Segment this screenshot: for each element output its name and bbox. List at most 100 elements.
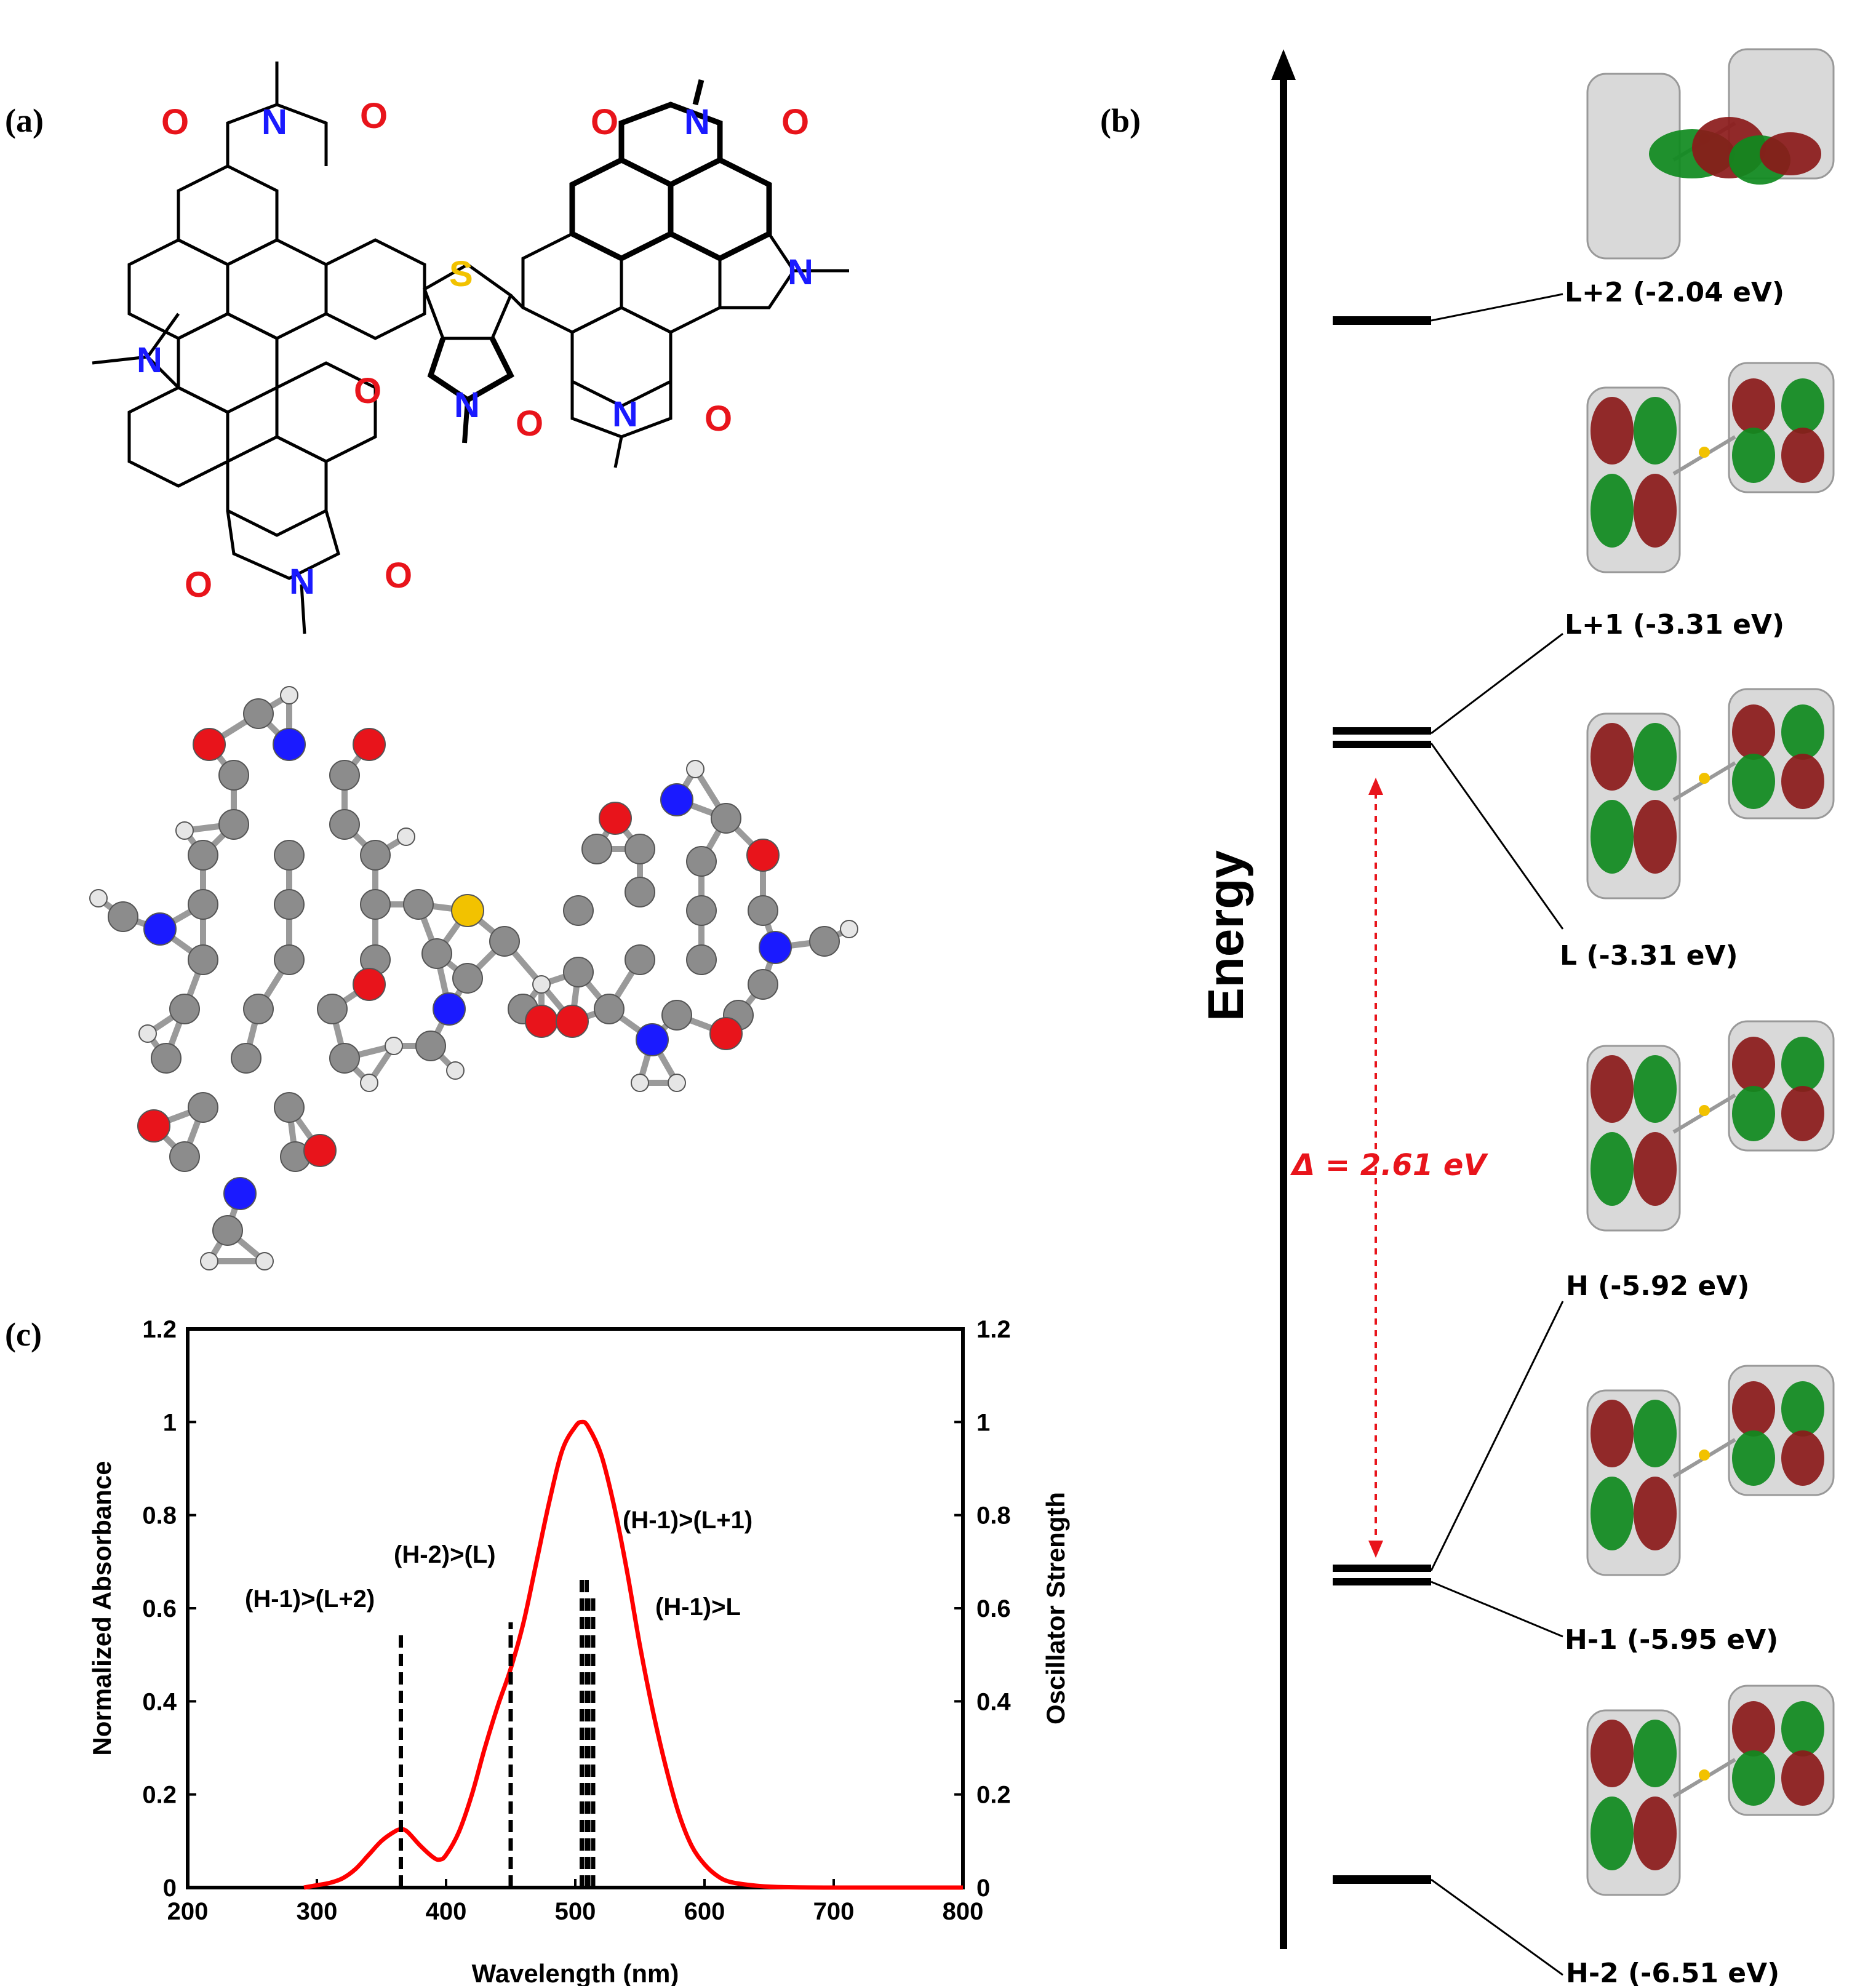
model-atom — [421, 938, 452, 969]
y-tick-label: 1 — [163, 1409, 177, 1436]
model-atom — [137, 1109, 170, 1143]
model-atom — [636, 1023, 669, 1056]
absorbance-curve — [303, 1419, 964, 1890]
level-bar-H-2 — [1333, 1875, 1431, 1884]
model-atom — [451, 894, 484, 927]
atom-nitrogen: N — [137, 340, 162, 380]
atom-oxygen: O — [704, 399, 732, 439]
model-atom — [255, 1252, 274, 1270]
model-atom — [525, 1005, 558, 1038]
transition-label-h2-l: (H-2)>(L) — [394, 1541, 496, 1568]
y-tick-label: 0.8 — [142, 1502, 177, 1529]
model-atom — [532, 975, 551, 994]
panel-label-c: (c) — [5, 1316, 42, 1353]
model-atom — [151, 1043, 182, 1074]
x-tick-label: 700 — [813, 1898, 855, 1925]
gap-arrowhead-top — [1368, 778, 1383, 795]
y-tick-label: 0 — [163, 1875, 177, 1902]
model-atom — [188, 1092, 218, 1123]
model-atom — [243, 994, 274, 1024]
model-atom — [329, 1043, 360, 1074]
model-atom — [274, 889, 305, 920]
gap-label: Δ = 2.61 eV — [1290, 1148, 1488, 1182]
model-atom — [397, 828, 415, 846]
atom-oxygen: O — [360, 96, 388, 136]
model-atom — [433, 992, 466, 1026]
model-atom — [223, 1177, 257, 1210]
model-atom — [274, 944, 305, 975]
y-tick-label: 1.2 — [142, 1316, 177, 1343]
model-atom — [108, 901, 138, 932]
model-atom — [218, 760, 249, 791]
y-tick-label: 0.6 — [142, 1595, 177, 1622]
model-atom — [273, 728, 306, 761]
model-atom — [759, 931, 792, 964]
model-atom — [403, 889, 434, 920]
orbital-image — [1586, 1685, 1835, 1896]
level-bar-H — [1333, 1565, 1431, 1572]
energy-axis-title: Energy — [1198, 850, 1254, 1021]
model-atom — [709, 1017, 743, 1050]
level-bar-L+1 — [1333, 727, 1431, 735]
y2-tick-label: 0 — [976, 1875, 990, 1902]
level-label-L+2: L+2 (-2.04 eV) — [1565, 277, 1784, 308]
model-atom — [711, 803, 741, 834]
orbital-image — [1586, 1020, 1835, 1232]
model-atom — [169, 1141, 200, 1172]
y2-tick-label: 0.8 — [976, 1502, 1011, 1529]
model-atom — [746, 839, 780, 872]
level-bar-H-1 — [1333, 1578, 1431, 1585]
atom-oxygen: O — [516, 404, 543, 444]
model-atom — [625, 834, 655, 864]
y-tick-label: 0.2 — [142, 1782, 177, 1809]
model-atom — [556, 1005, 589, 1038]
model-atom — [200, 1252, 218, 1270]
level-bar-L — [1333, 741, 1431, 748]
x-tick-label: 600 — [684, 1898, 725, 1925]
y2-tick-label: 0.2 — [976, 1782, 1011, 1809]
model-atom — [360, 1074, 378, 1092]
y-tick-label: 0.4 — [142, 1688, 177, 1715]
transition-lines — [399, 1576, 596, 1888]
atom-nitrogen: N — [454, 385, 480, 425]
x-tick-label: 500 — [555, 1898, 596, 1925]
model-atom — [353, 728, 386, 761]
model-atom — [581, 834, 612, 864]
model-atom — [317, 994, 348, 1024]
y2-tick-label: 0.6 — [976, 1595, 1011, 1622]
model-atom — [809, 926, 840, 957]
level-label-L+1: L+1 (-3.31 eV) — [1565, 609, 1784, 640]
atom-oxygen: O — [781, 102, 809, 142]
model-atom — [193, 728, 226, 761]
absorption-chart: 200 300 400 500 600 700 80000.20.40.60.811.200… — [87, 1316, 1070, 1986]
level-label-L: L (-3.31 eV) — [1560, 940, 1738, 971]
atom-oxygen: O — [385, 556, 412, 596]
model-atom — [218, 809, 249, 840]
structure-atom-labels: O N O N S O N O N O N O N O O N O — [137, 96, 813, 605]
orbital-image — [1586, 48, 1835, 260]
model-atom — [625, 944, 655, 975]
model-atom — [748, 895, 778, 926]
model-atom — [212, 1215, 243, 1246]
model-atom — [243, 698, 274, 729]
atom-nitrogen: N — [261, 102, 287, 142]
model-atom — [89, 889, 108, 907]
model-atom — [748, 969, 778, 1000]
model-atom — [274, 1092, 305, 1123]
model-atom — [385, 1037, 403, 1055]
level-label-H-1: H-1 (-5.95 eV) — [1565, 1624, 1778, 1656]
x-tick-label: 400 — [426, 1898, 467, 1925]
model-atom — [329, 760, 360, 791]
atom-oxygen: O — [185, 565, 212, 605]
model-atom — [686, 846, 717, 877]
atom-nitrogen: N — [612, 394, 638, 434]
model-atom — [329, 809, 360, 840]
atom-oxygen: O — [161, 102, 189, 142]
x-tick-label: 800 — [943, 1898, 984, 1925]
ball-and-stick-model — [89, 686, 858, 1270]
model-atom — [686, 895, 717, 926]
transition-label-h1-l: (H-1)>L — [655, 1593, 741, 1621]
model-atom — [661, 1000, 692, 1031]
panel-label-a: (a) — [5, 102, 44, 139]
